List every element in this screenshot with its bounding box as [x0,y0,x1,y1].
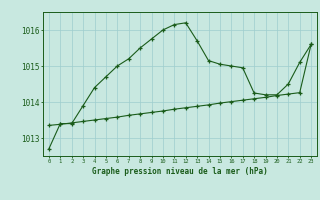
X-axis label: Graphe pression niveau de la mer (hPa): Graphe pression niveau de la mer (hPa) [92,167,268,176]
